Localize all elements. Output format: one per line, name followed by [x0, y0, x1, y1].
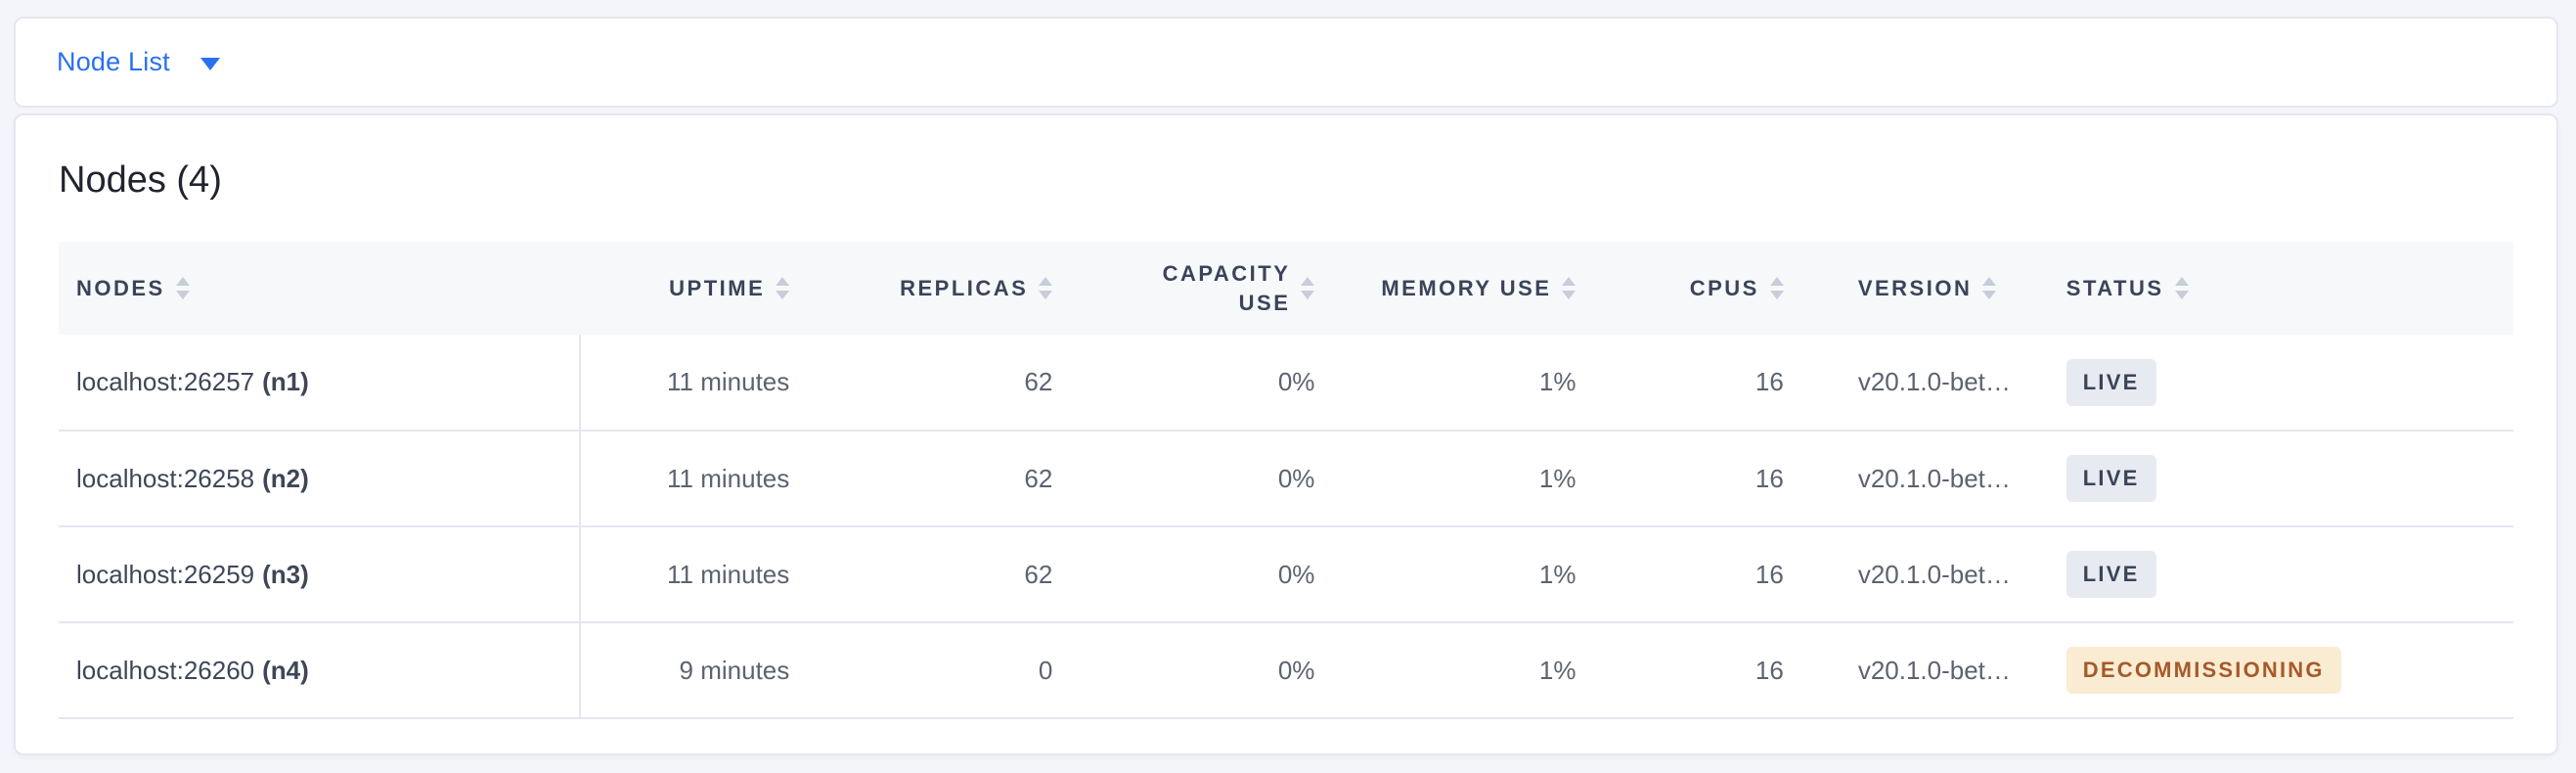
- memory-use-cell: 1%: [1334, 431, 1596, 527]
- node-id-label: (n4): [262, 655, 309, 685]
- column-header-memory-use[interactable]: MEMORY USE: [1334, 242, 1596, 335]
- replicas-cell: 62: [809, 431, 1073, 527]
- status-cell: LIVE: [2045, 526, 2513, 623]
- capacity-use-cell: 0%: [1072, 335, 1335, 432]
- column-header-label: REPLICAS: [900, 275, 1029, 300]
- column-header-cpus[interactable]: CPUS: [1595, 242, 1803, 335]
- column-header-label: STATUS: [2065, 275, 2164, 300]
- status-badge: LIVE: [2065, 551, 2156, 598]
- memory-use-cell: 1%: [1334, 335, 1596, 432]
- status-cell: LIVE: [2045, 431, 2513, 527]
- replicas-cell: 62: [809, 335, 1073, 432]
- status-badge: DECOMMISSIONING: [2065, 647, 2341, 694]
- column-header-nodes[interactable]: NODES: [59, 242, 581, 335]
- view-selector-label: Node List: [57, 47, 170, 76]
- version-cell: v20.1.0-bet…: [1802, 431, 2046, 527]
- sort-icon: [2174, 277, 2189, 299]
- sort-icon: [1039, 277, 1053, 299]
- table-row: localhost:26257 (n1) 11 minutes 62 0% 1% …: [59, 335, 2513, 432]
- memory-use-cell: 1%: [1334, 526, 1596, 623]
- column-header-status[interactable]: STATUS: [2045, 242, 2513, 335]
- capacity-use-cell: 0%: [1072, 431, 1335, 527]
- cpus-cell: 16: [1595, 526, 1803, 623]
- column-header-label: CAPACITY USE: [1162, 260, 1291, 315]
- replicas-cell: 62: [809, 526, 1073, 623]
- version-cell: v20.1.0-bet…: [1802, 622, 2046, 719]
- node-address: localhost:26258: [76, 463, 255, 493]
- cpus-cell: 16: [1595, 431, 1803, 527]
- sort-icon: [1562, 277, 1577, 299]
- nodes-count-title: Nodes (4): [59, 159, 222, 201]
- node-cell: localhost:26258 (n2): [59, 431, 582, 527]
- chevron-down-icon: [200, 57, 220, 70]
- column-header-label: MEMORY USE: [1381, 275, 1552, 300]
- version-cell: v20.1.0-bet…: [1802, 526, 2046, 623]
- nodes-card: Nodes (4) NODES UPTIME: [14, 114, 2558, 755]
- column-header-version[interactable]: VERSION: [1802, 242, 2046, 335]
- table-header-row: NODES UPTIME REPLICAS: [59, 242, 2513, 335]
- sort-icon: [776, 277, 790, 299]
- sort-icon: [1769, 277, 1784, 299]
- replicas-cell: 0: [809, 622, 1073, 719]
- sort-icon: [1301, 277, 1315, 299]
- node-id-label: (n3): [262, 559, 309, 589]
- node-address: localhost:26257: [76, 367, 255, 396]
- column-header-replicas[interactable]: REPLICAS: [809, 242, 1073, 335]
- cpus-cell: 16: [1595, 622, 1803, 719]
- uptime-cell: 9 minutes: [580, 622, 810, 719]
- column-header-label: VERSION: [1857, 275, 1973, 300]
- status-badge: LIVE: [2065, 358, 2156, 406]
- version-cell: v20.1.0-bet…: [1802, 335, 2046, 432]
- node-cell: localhost:26257 (n1): [59, 335, 582, 432]
- status-cell: DECOMMISSIONING: [2045, 622, 2513, 719]
- node-cell: localhost:26260 (n4): [59, 622, 582, 719]
- column-header-uptime[interactable]: UPTIME: [580, 242, 810, 335]
- node-cell: localhost:26259 (n3): [59, 526, 582, 623]
- node-id-label: (n1): [262, 367, 309, 396]
- cpus-cell: 16: [1595, 335, 1803, 432]
- sort-icon: [1982, 277, 1997, 299]
- node-id-label: (n2): [262, 463, 309, 493]
- status-badge: LIVE: [2065, 455, 2156, 502]
- table-row: localhost:26259 (n3) 11 minutes 62 0% 1% …: [59, 526, 2513, 623]
- node-address: localhost:26259: [76, 559, 255, 589]
- view-selector-dropdown[interactable]: Node List: [57, 47, 220, 77]
- node-address: localhost:26260: [76, 655, 255, 685]
- capacity-use-cell: 0%: [1072, 622, 1335, 719]
- uptime-cell: 11 minutes: [580, 431, 810, 527]
- column-header-label: NODES: [76, 275, 165, 300]
- uptime-cell: 11 minutes: [580, 526, 810, 623]
- table-row: localhost:26260 (n4) 9 minutes 0 0% 1% 16…: [59, 622, 2513, 719]
- uptime-cell: 11 minutes: [580, 335, 810, 432]
- column-header-label: CPUS: [1689, 275, 1759, 300]
- column-header-label: UPTIME: [669, 275, 766, 300]
- capacity-use-cell: 0%: [1072, 526, 1335, 623]
- memory-use-cell: 1%: [1334, 622, 1596, 719]
- status-cell: LIVE: [2045, 335, 2513, 432]
- sort-icon: [175, 277, 190, 299]
- nodes-table: NODES UPTIME REPLICAS: [59, 242, 2513, 719]
- view-selector-bar: Node List: [14, 17, 2558, 108]
- table-row: localhost:26258 (n2) 11 minutes 62 0% 1% …: [59, 431, 2513, 527]
- column-header-capacity-use[interactable]: CAPACITY USE: [1072, 242, 1335, 335]
